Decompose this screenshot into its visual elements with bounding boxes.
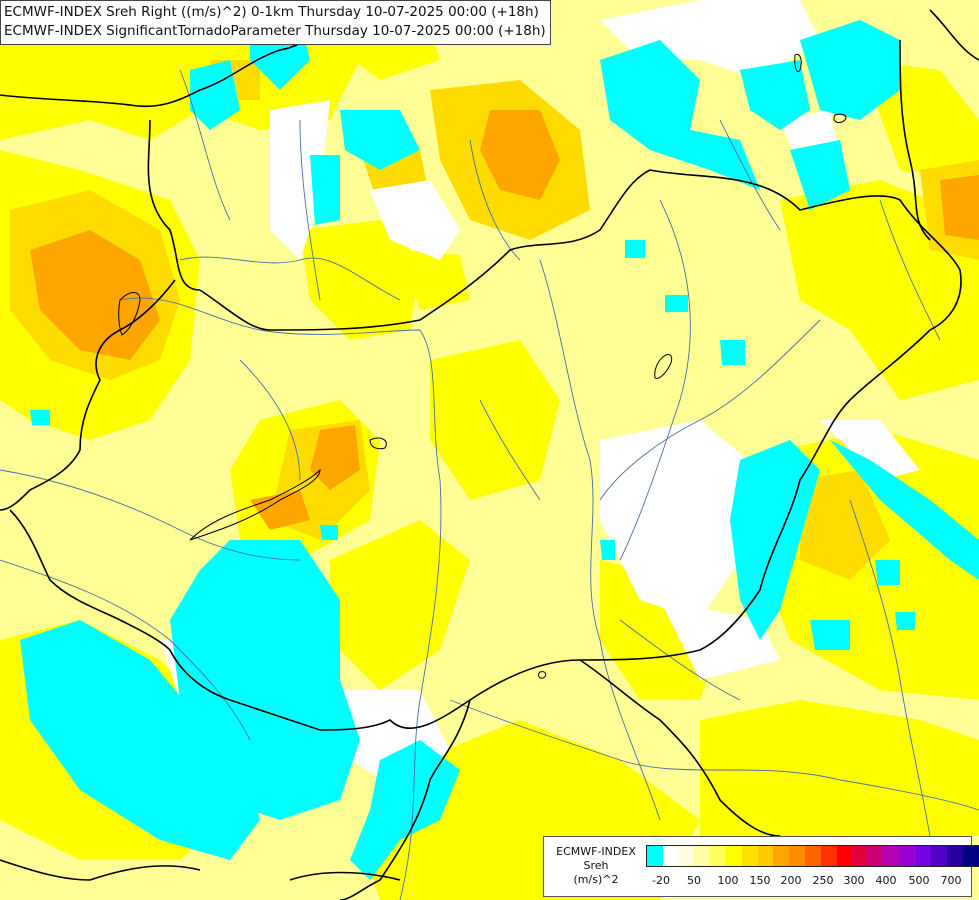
legend-swatch: [725, 846, 742, 866]
legend-swatch: [678, 846, 695, 866]
legend-swatch: [899, 846, 916, 866]
legend-swatch: [741, 846, 758, 866]
legend-swatch: [757, 846, 774, 866]
legend-swatch: [662, 846, 679, 866]
legend-swatch: [694, 846, 711, 866]
legend-swatch: [852, 846, 869, 866]
legend-color-scale: [646, 845, 979, 867]
legend-swatch: [820, 846, 837, 866]
legend-tick-labels: -20 50 100 150 200 250 300 400 500 700: [646, 874, 966, 888]
legend-tick: 150: [749, 874, 771, 887]
legend-title: ECMWF-INDEX Sreh (m/s)^2: [548, 845, 644, 887]
rivers: [0, 69, 979, 900]
legend-tick: 200: [780, 874, 802, 887]
legend-swatch: [804, 846, 821, 866]
legend-line-3: (m/s)^2: [573, 873, 619, 886]
map-title-box: ECMWF-INDEX Sreh Right ((m/s)^2) 0-1km T…: [0, 0, 551, 45]
orange-fields: [30, 110, 979, 530]
legend-swatch: [931, 846, 948, 866]
legend-swatch: [773, 846, 790, 866]
legend-swatch: [947, 846, 963, 866]
legend-tick: 500: [908, 874, 930, 887]
legend-line-2: Sreh: [583, 859, 609, 872]
legend-tick: -20: [652, 874, 670, 887]
legend-swatch: [789, 846, 805, 866]
title-line-1: ECMWF-INDEX Sreh Right ((m/s)^2) 0-1km T…: [4, 4, 539, 20]
legend-tick: 100: [717, 874, 739, 887]
legend-tick: 50: [687, 874, 701, 887]
legend-swatch: [710, 846, 726, 866]
legend-swatch: [962, 846, 979, 866]
legend-swatch: [915, 846, 932, 866]
legend-tick: 250: [812, 874, 834, 887]
legend-line-1: ECMWF-INDEX: [556, 845, 636, 858]
legend-tick: 700: [940, 874, 962, 887]
legend-swatch: [647, 846, 663, 866]
lake-outlines: [118, 53, 847, 679]
white-fields: [160, 0, 920, 790]
color-legend: ECMWF-INDEX Sreh (m/s)^2 -20 50 100 150 200 2…: [543, 836, 979, 897]
legend-swatch: [836, 846, 853, 866]
legend-swatch: [868, 846, 884, 866]
legend-swatch: [883, 846, 900, 866]
legend-tick: 300: [843, 874, 865, 887]
title-line-2: ECMWF-INDEX SignificantTornadoParameter …: [4, 23, 546, 39]
legend-tick: 400: [875, 874, 897, 887]
